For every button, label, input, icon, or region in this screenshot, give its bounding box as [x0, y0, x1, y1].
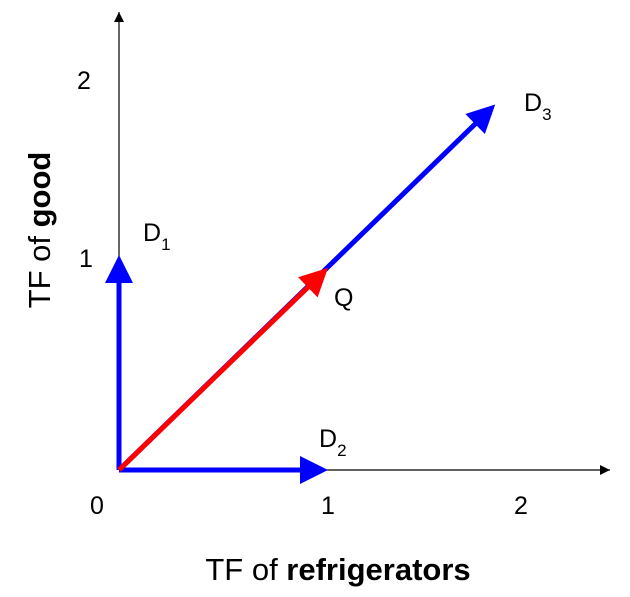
x-tick-2: 2: [514, 492, 528, 520]
vector-d3-arrowhead: [465, 104, 496, 135]
label-q: Q: [334, 284, 353, 312]
vector-q-arrowhead: [298, 267, 328, 298]
vector-q-shaft: [117, 284, 312, 472]
x-tick-1: 1: [321, 492, 335, 520]
x-axis-title: TF of refrigerators: [205, 552, 470, 587]
vectors-group: [105, 104, 496, 484]
y-axis-title: TF of good: [22, 152, 57, 309]
vector-d2-arrowhead: [300, 456, 328, 484]
label-d1: D1: [143, 219, 171, 254]
vector-d1-arrowhead: [105, 255, 133, 283]
y-tick-2: 2: [77, 67, 91, 95]
label-d2: D2: [319, 425, 347, 460]
y-tick-1: 1: [79, 245, 93, 273]
x-tick-0: 0: [90, 492, 104, 520]
label-d3: D3: [524, 89, 552, 124]
